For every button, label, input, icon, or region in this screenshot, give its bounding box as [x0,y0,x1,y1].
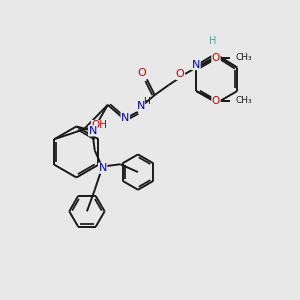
Text: N: N [88,126,97,136]
Text: O: O [212,53,220,63]
Text: N: N [192,60,200,70]
Text: H: H [209,36,216,46]
Text: CH₃: CH₃ [236,53,252,62]
Text: CH₃: CH₃ [236,96,252,105]
Text: N: N [98,163,107,173]
Text: N: N [121,112,129,123]
Text: O: O [212,96,220,106]
Text: O: O [138,68,146,78]
Text: H: H [143,98,150,106]
Text: OH: OH [92,121,107,130]
Text: N: N [137,101,145,111]
Text: O: O [176,69,184,80]
